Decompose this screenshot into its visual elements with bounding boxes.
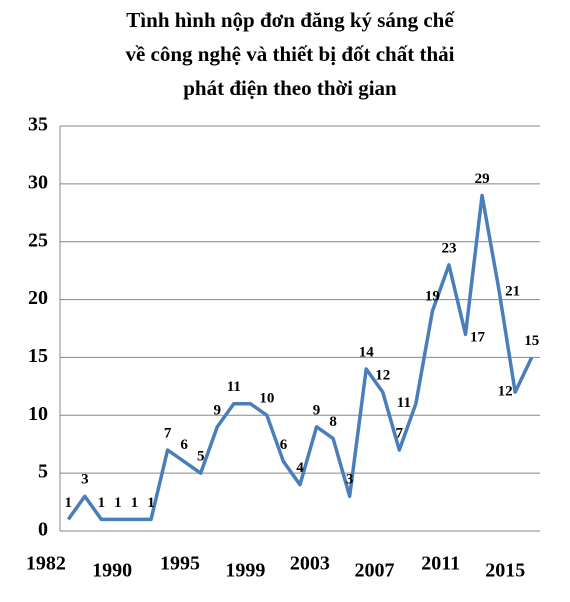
- y-tick-label: 30: [28, 171, 48, 193]
- data-label: 9: [213, 402, 221, 418]
- line: [66, 193, 534, 522]
- y-tick-label: 15: [28, 345, 48, 367]
- data-label: 11: [227, 379, 241, 395]
- data-label: 1: [65, 495, 73, 511]
- x-tick-label: 2007: [354, 560, 394, 582]
- data-label: 3: [81, 472, 89, 488]
- data-label: 8: [329, 414, 337, 430]
- data-label: 29: [475, 171, 490, 187]
- data-label: 1: [147, 495, 155, 511]
- y-tick-label: 0: [38, 519, 48, 541]
- data-label: 23: [441, 240, 456, 256]
- data-label: 17: [470, 330, 486, 346]
- chart-title: Tình hình nộp đơn đăng ký sáng chế: [126, 8, 455, 32]
- data-label: 1: [114, 495, 122, 511]
- data-label: 12: [498, 384, 513, 400]
- data-label: 7: [396, 425, 404, 441]
- data-label: 3: [346, 472, 354, 488]
- x-tick-label: 2015: [485, 560, 525, 582]
- data-label: 4: [296, 460, 304, 476]
- x-tick-label: 1982: [26, 553, 66, 575]
- x-tick-label: 2003: [290, 553, 330, 575]
- y-tick-label: 5: [38, 461, 48, 483]
- y-tick-label: 35: [28, 114, 48, 136]
- data-label: 11: [397, 395, 411, 411]
- x-tick-label: 2011: [421, 553, 460, 575]
- data-label: 6: [280, 437, 288, 453]
- data-label: 1: [98, 495, 106, 511]
- data-label: 9: [313, 402, 321, 418]
- data-label: 15: [524, 333, 539, 349]
- data-label: 6: [180, 437, 188, 453]
- data-label: 7: [164, 425, 172, 441]
- data-label: 5: [197, 449, 205, 465]
- data-label: 21: [505, 283, 520, 299]
- y-tick-label: 20: [28, 287, 48, 309]
- chart-title: phát điện theo thời gian: [183, 76, 397, 100]
- y-tick-label: 10: [28, 403, 48, 425]
- x-tick-label: 1990: [92, 560, 132, 582]
- y-tick-label: 25: [28, 229, 48, 251]
- x-tick-label: 1999: [225, 560, 265, 582]
- data-label: 14: [359, 344, 375, 360]
- data-label: 12: [375, 368, 390, 384]
- data-label: 19: [425, 289, 440, 305]
- data-label: 1: [131, 495, 139, 511]
- x-tick-label: 1995: [160, 553, 200, 575]
- data-label: 10: [259, 391, 274, 407]
- chart-title: về công nghệ và thiết bị đốt chất thải: [125, 42, 454, 66]
